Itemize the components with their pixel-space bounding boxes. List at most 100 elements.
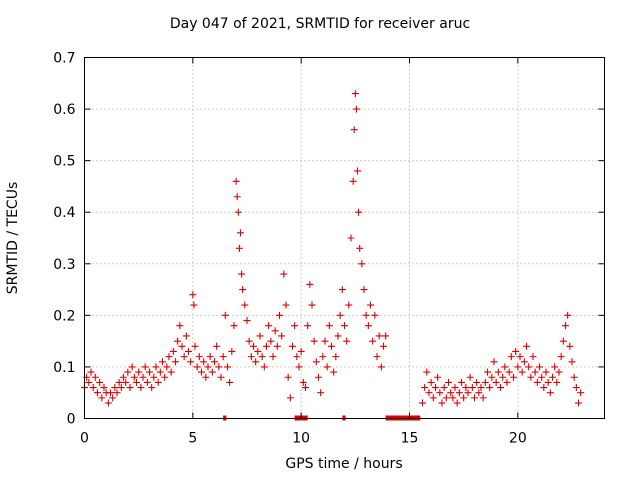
data-point [85, 378, 93, 386]
data-point [245, 337, 253, 345]
data-point [98, 394, 106, 402]
x-tick-label: 20 [509, 431, 527, 447]
data-point [241, 301, 249, 309]
data-point [358, 260, 366, 268]
x-tick-label: 10 [292, 431, 310, 447]
data-point [512, 347, 520, 355]
data-point [360, 286, 368, 294]
data-point [276, 311, 283, 319]
data-point [419, 399, 426, 407]
data-point [464, 389, 472, 397]
data-point [373, 353, 381, 361]
data-point [477, 384, 485, 392]
y-tick-label: 0.1 [53, 360, 75, 376]
data-point [315, 373, 322, 381]
data-point [473, 378, 481, 386]
data-point [518, 368, 526, 376]
data-point [228, 347, 236, 355]
data-point [238, 270, 246, 278]
data-point [492, 378, 500, 386]
data-point [252, 358, 260, 366]
data-point [497, 384, 504, 392]
data-point [89, 384, 97, 392]
plot-frame [84, 57, 605, 419]
data-point [189, 291, 197, 299]
data-point [520, 358, 528, 366]
data-point [570, 373, 578, 381]
data-point [215, 363, 223, 371]
data-point [258, 353, 266, 361]
data-point [336, 311, 344, 319]
data-point [356, 244, 364, 252]
data-point [111, 384, 119, 392]
data-point [490, 358, 498, 366]
data-point [304, 322, 312, 330]
data-point [156, 368, 164, 376]
data-point [208, 368, 216, 376]
y-tick-label: 0.4 [53, 205, 75, 221]
data-point [369, 337, 377, 345]
data-point [263, 342, 270, 350]
data-point [553, 378, 561, 386]
data-point [100, 384, 108, 392]
data-point [380, 342, 387, 350]
data-point [479, 394, 487, 402]
data-point [460, 394, 468, 402]
data-point [234, 208, 242, 216]
y-tick-label: 0.2 [53, 308, 75, 324]
data-point [325, 322, 333, 330]
data-point [572, 384, 580, 392]
data-point [449, 394, 457, 402]
data-point [564, 311, 572, 319]
x-tick-label: 5 [188, 431, 197, 447]
data-point [371, 311, 379, 319]
data-point [260, 363, 268, 371]
data-point [284, 373, 292, 381]
y-tick-label: 0.3 [53, 257, 75, 273]
data-point [499, 373, 507, 381]
data-points [81, 90, 585, 421]
data-point [488, 373, 496, 381]
data-point [135, 368, 143, 376]
data-point [423, 368, 431, 376]
data-point [150, 373, 158, 381]
data-point [133, 378, 140, 386]
data-point [555, 368, 563, 376]
data-point [286, 394, 294, 402]
data-point [355, 208, 363, 216]
data-point [267, 337, 275, 345]
data-point [421, 384, 429, 392]
data-point [190, 301, 198, 309]
data-point [185, 347, 192, 355]
data-point [349, 177, 357, 185]
data-point [367, 301, 374, 309]
data-point [178, 342, 186, 350]
data-point [338, 286, 346, 294]
data-point [282, 301, 290, 309]
data-point [557, 353, 565, 361]
data-point [362, 311, 370, 319]
data-point [529, 353, 537, 361]
data-point [143, 378, 151, 386]
data-point [536, 363, 543, 371]
data-point [525, 363, 533, 371]
data-point [455, 389, 463, 397]
data-point [442, 394, 450, 402]
data-point [137, 384, 145, 392]
data-point [507, 353, 515, 361]
data-point [191, 342, 199, 350]
data-point [163, 363, 171, 371]
data-point [514, 363, 522, 371]
data-point [195, 353, 203, 361]
data-point [451, 384, 459, 392]
data-point [486, 384, 494, 392]
data-point [343, 337, 351, 345]
data-point [146, 368, 153, 376]
data-point [306, 280, 314, 288]
data-point [159, 358, 166, 366]
data-point [91, 373, 99, 381]
data-point [293, 353, 301, 361]
data-point [211, 358, 218, 366]
data-point [117, 384, 125, 392]
data-point [122, 378, 130, 386]
